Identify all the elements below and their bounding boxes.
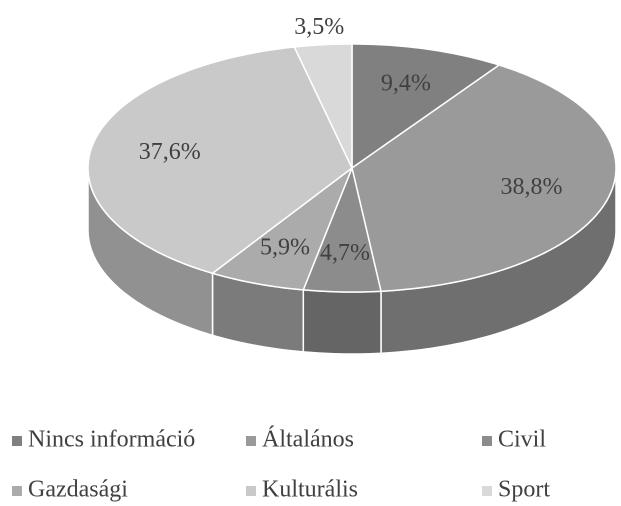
legend-label: Civil [498,427,546,453]
legend-marker [12,486,22,496]
legend-label: Általános [262,427,354,453]
legend-marker [246,436,256,446]
pie-slice [293,43,353,169]
pie-side [302,289,382,355]
legend-label: Kulturális [262,477,358,503]
legend-marker [482,436,492,446]
data-label: 4,7% [320,240,370,266]
legend-marker [482,486,492,496]
pie-slice [87,46,353,275]
pie-slice [351,64,617,293]
pie-slice [351,43,501,170]
legend-marker [246,486,256,496]
data-label: 9,4% [381,70,431,96]
data-label: 38,8% [500,174,562,200]
pie-slice [302,165,382,293]
legend-label: Gazdasági [28,477,128,503]
pie-slice [210,165,354,291]
data-label: 37,6% [139,139,201,165]
data-label: 5,9% [260,234,310,260]
legend-marker [12,436,22,446]
legend-label: Nincs információ [28,427,195,453]
data-label: 3,5% [294,14,344,40]
legend-label: Sport [498,477,550,503]
